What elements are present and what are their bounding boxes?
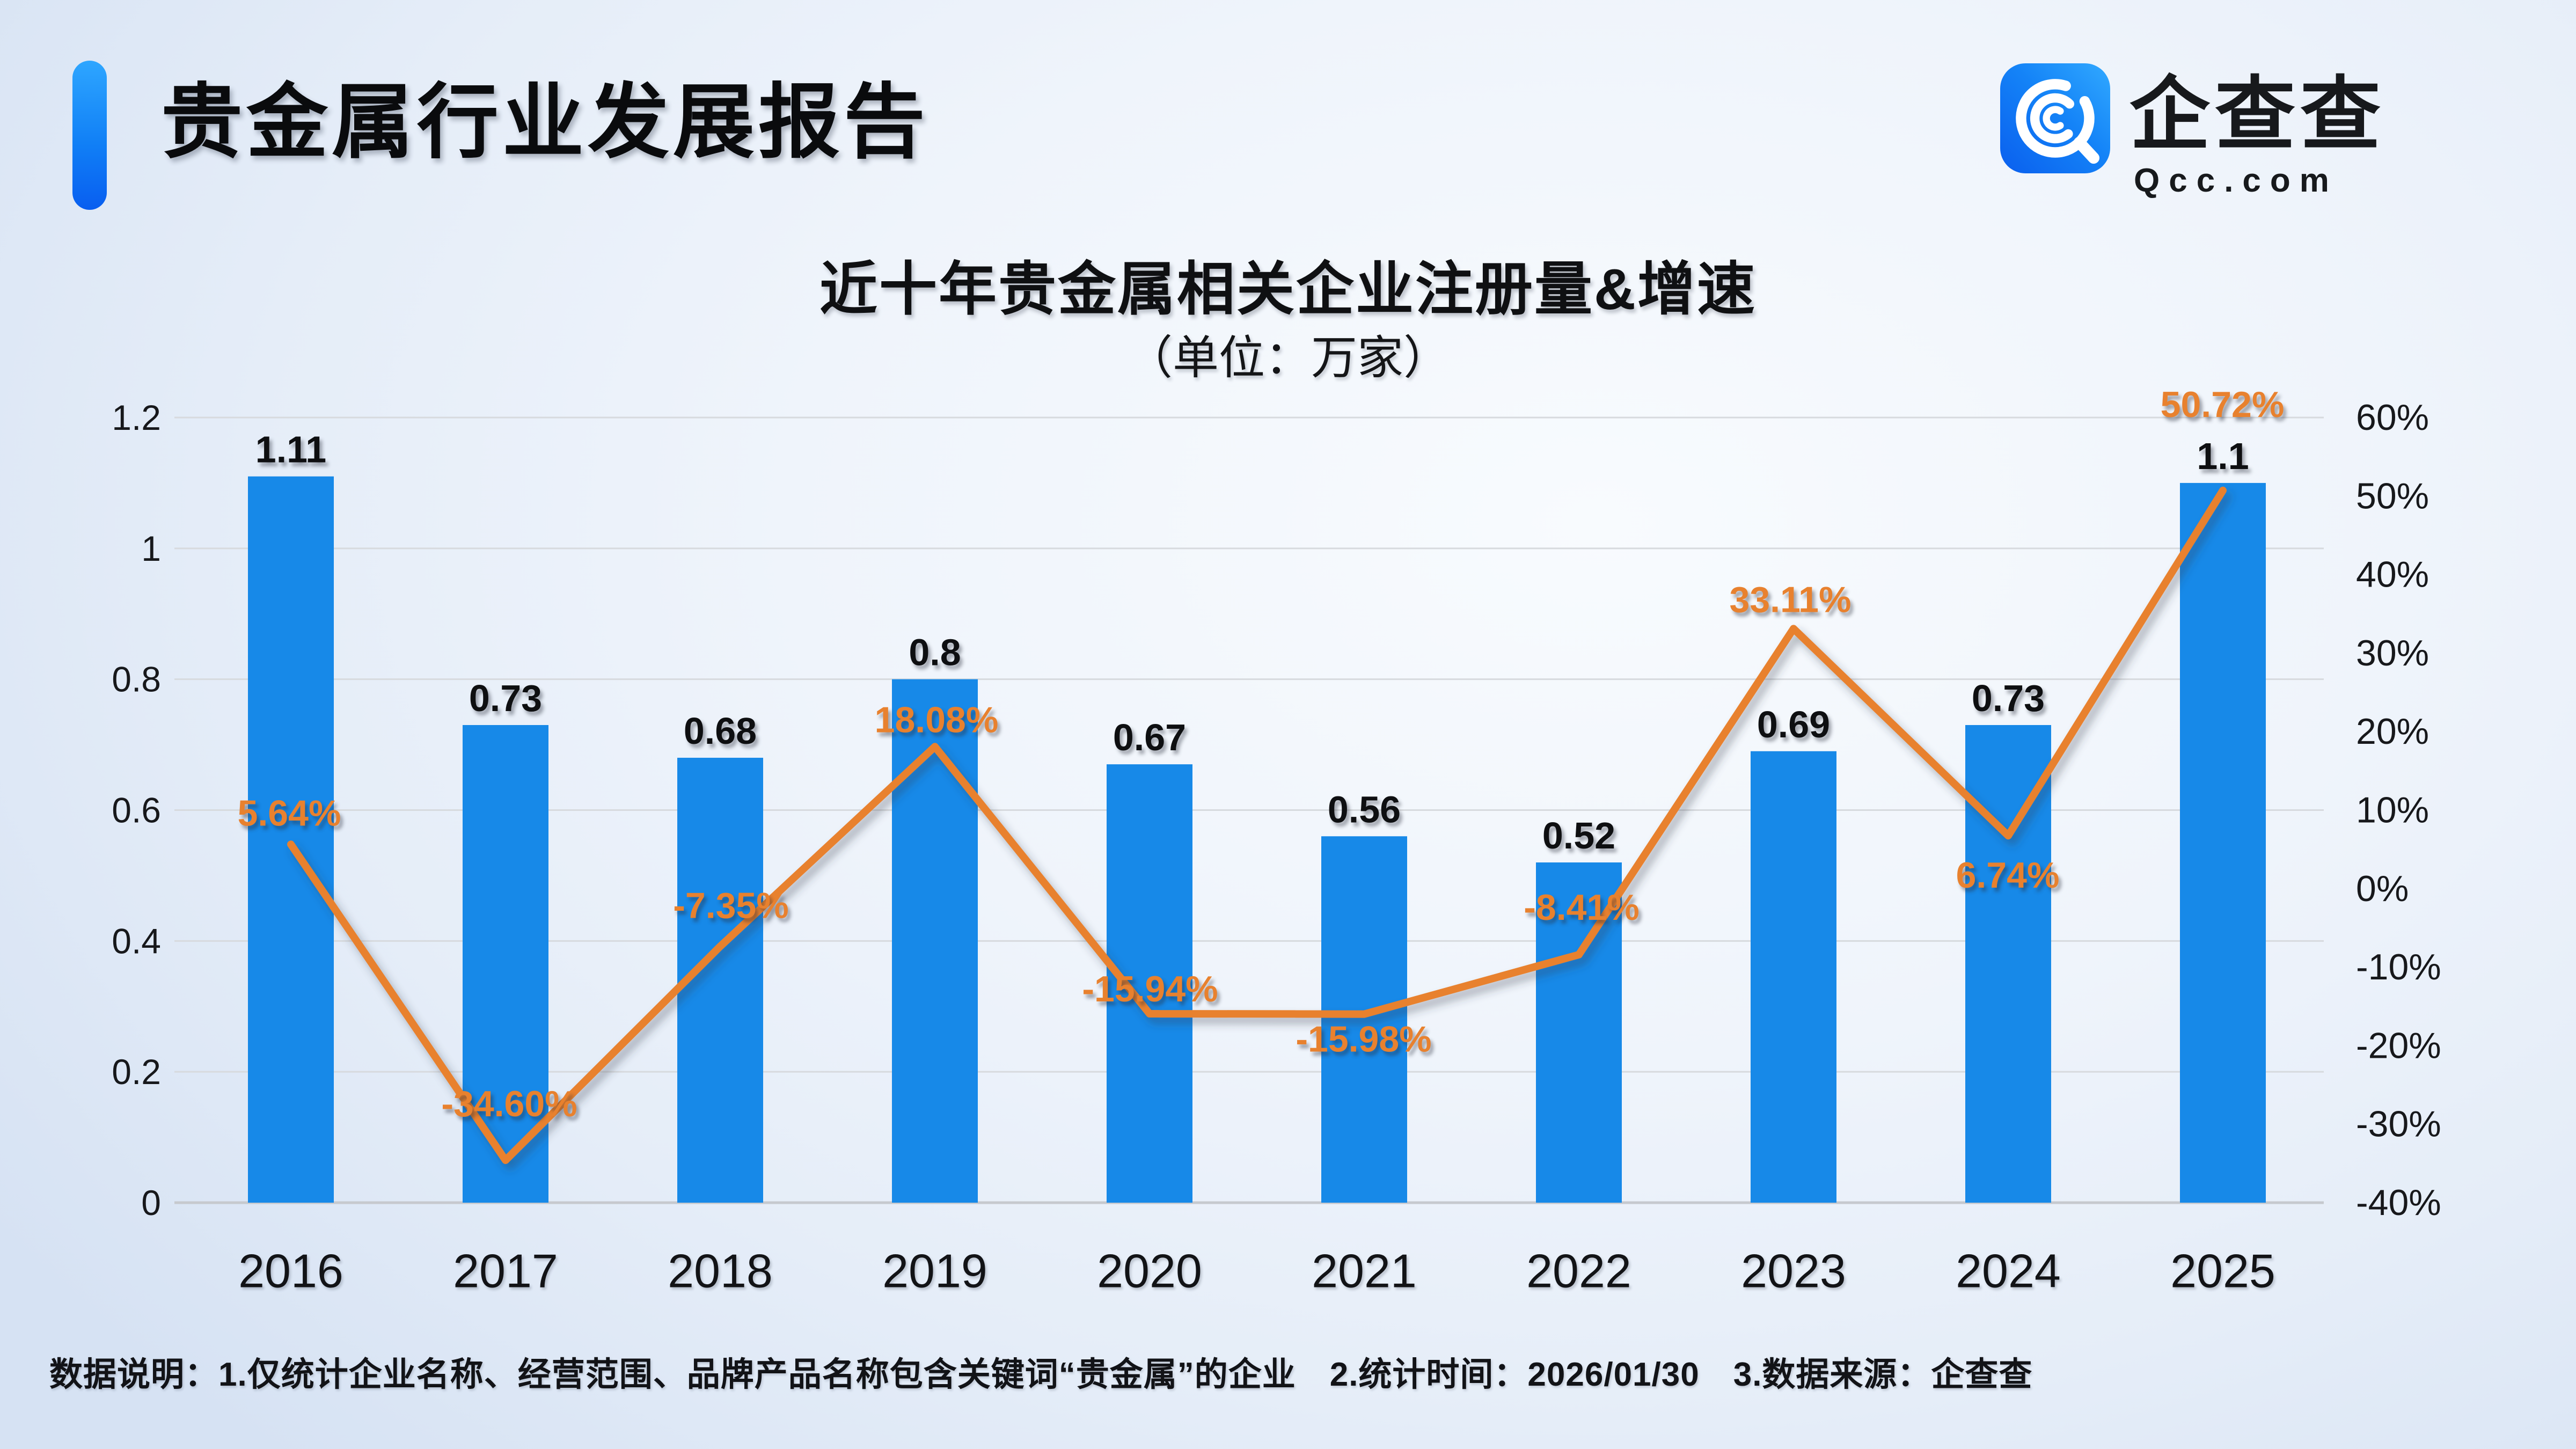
bar-2025 (2180, 482, 2266, 1203)
bar-2018 (677, 757, 763, 1203)
right-axis-tick: 30% (2356, 633, 2429, 674)
right-axis-tick: -20% (2356, 1025, 2441, 1066)
year-label: 2016 (238, 1245, 343, 1298)
year-label: 2023 (1741, 1245, 1846, 1298)
brand-name: 企查查 (2129, 69, 2386, 159)
growth-rate-label: -34.60% (441, 1084, 577, 1124)
year-label: 2018 (668, 1245, 773, 1298)
left-axis-tick: 0.6 (112, 791, 161, 830)
growth-rate-label: -15.94% (1082, 969, 1218, 1009)
growth-rate-label: 5.64% (238, 793, 341, 833)
bar-value-label: 0.73 (469, 677, 542, 719)
right-axis-tick: -30% (2356, 1104, 2441, 1145)
left-axis-tick: 0.8 (112, 660, 161, 699)
year-label: 2022 (1526, 1245, 1631, 1298)
title-accent-bar (72, 61, 107, 210)
right-axis-tick: 60% (2356, 397, 2429, 438)
growth-rate-line (287, 486, 2227, 1164)
right-axis-tick: 40% (2356, 554, 2429, 595)
bar-value-label: 0.52 (1542, 815, 1615, 857)
right-axis-tick: -40% (2356, 1182, 2441, 1223)
bar-value-label: 1.1 (2197, 435, 2249, 477)
right-axis-tick: -10% (2356, 947, 2441, 987)
logo-q-mark (2016, 79, 2100, 164)
bar-value-label: 1.11 (255, 429, 326, 471)
right-axis-tick: 10% (2356, 790, 2429, 831)
bar-2024 (1965, 725, 2051, 1203)
year-label: 2024 (1956, 1245, 2061, 1298)
bar-value-label: 0.73 (1972, 677, 2045, 719)
chart-subtitle: （单位：万家） (1126, 332, 1450, 384)
growth-rate-label: -15.98% (1296, 1019, 1431, 1060)
qcc-magnifier-logo-icon (2000, 63, 2110, 173)
bar-2022 (1536, 862, 1622, 1203)
page-title: 贵金属行业发展报告 (161, 77, 929, 168)
year-label: 2020 (1097, 1245, 1202, 1298)
year-label: 2021 (1312, 1245, 1417, 1298)
right-axis-tick: 0% (2356, 868, 2409, 909)
right-axis-tick: 20% (2356, 711, 2429, 752)
bar-value-label: 0.67 (1113, 716, 1186, 758)
right-axis-tick: 50% (2356, 475, 2429, 516)
bar-2019 (892, 679, 978, 1203)
year-label: 2025 (2170, 1245, 2275, 1298)
growth-rate-label: 50.72% (2161, 384, 2285, 425)
growth-rate-label: -7.35% (673, 885, 788, 926)
bar-value-label: 0.56 (1328, 788, 1401, 830)
growth-rate-label: 33.11% (1730, 579, 1851, 620)
data-note: 数据说明：1.仅统计企业名称、经营范围、品牌产品名称包含关键词“贵金属”的企业 … (49, 1356, 2033, 1393)
brand-domain: Qcc.com (2134, 162, 2338, 199)
chart-title: 近十年贵金属相关企业注册量&增速 (819, 257, 1757, 321)
bar-value-label: 0.69 (1757, 704, 1830, 745)
growth-rate-label: 6.74% (1956, 855, 2060, 896)
year-label: 2017 (453, 1245, 558, 1298)
left-axis-tick: 0 (141, 1183, 161, 1223)
growth-rate-label: 18.08% (875, 699, 999, 740)
brand-logo: 企查查 Qcc.com (2000, 63, 2510, 203)
bar-2023 (1751, 751, 1836, 1203)
bar-value-label: 0.8 (909, 632, 961, 674)
left-axis-tick: 1.2 (112, 398, 161, 437)
year-label: 2019 (882, 1245, 987, 1298)
left-axis-tick: 0.2 (112, 1052, 161, 1092)
left-axis-tick: 0.4 (112, 921, 161, 961)
bar-2016 (248, 476, 334, 1203)
bar-value-label: 0.68 (684, 710, 757, 752)
left-axis-tick: 1 (141, 529, 161, 568)
bar-2021 (1321, 836, 1407, 1203)
growth-rate-label: -8.41% (1524, 887, 1639, 928)
